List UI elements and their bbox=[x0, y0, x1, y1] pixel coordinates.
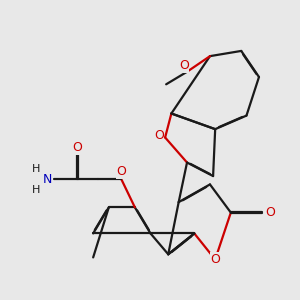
Text: O: O bbox=[210, 253, 220, 266]
Text: H: H bbox=[32, 164, 40, 174]
Text: O: O bbox=[73, 141, 82, 154]
Text: N: N bbox=[43, 173, 52, 186]
Text: H: H bbox=[32, 184, 40, 195]
Text: O: O bbox=[179, 59, 189, 72]
Text: O: O bbox=[265, 206, 275, 219]
Text: O: O bbox=[116, 165, 126, 178]
Text: O: O bbox=[154, 129, 164, 142]
